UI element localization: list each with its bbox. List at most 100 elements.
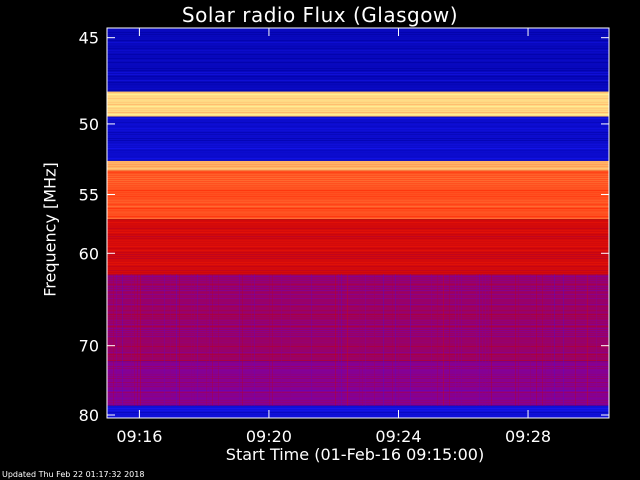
spectrum-streak [107,344,609,345]
plot-frame [106,27,610,419]
spectrum-noise-column [131,274,132,406]
spectrum-noise-column [140,274,141,406]
spectrum-streak [107,264,609,265]
spectrum-streak [107,96,609,97]
spectrum-streak [107,198,609,199]
updated-timestamp: Updated Thu Feb 22 01:17:32 2018 [2,470,145,479]
spectrum-streak [107,208,609,209]
spectrum-streak [107,128,609,129]
spectrum-streak [107,290,609,291]
spectrum-streak [107,78,609,79]
spectrum-streak [107,410,609,411]
spectrum-streak [107,358,609,359]
spectrum-streak [107,382,609,383]
spectrum-streak [107,160,609,161]
spectrum-streak [107,260,609,261]
spectrum-noise-column [545,274,546,406]
spectrum-streak [107,68,609,69]
spectrum-streak [107,112,609,113]
spectrum-streak [107,218,609,219]
spectrum-streak [107,232,609,233]
spectrum-streak [107,328,609,329]
spectrum-streak [107,258,609,259]
spectrum-streak [107,248,609,249]
spectrum-streak [107,202,609,203]
spectrum-noise-column [218,274,219,406]
spectrum-streak [107,200,609,201]
spectrum-streak [107,106,609,107]
spectrum-streak [107,124,609,125]
spectrum-streak [107,54,609,55]
spectrum-noise-column [239,274,240,406]
spectrum-streak [107,320,609,321]
spectrum-noise-column [563,274,564,406]
spectrum-noise-column [116,274,117,406]
spectrum-noise-column [536,274,537,406]
spectrum-streak [107,184,609,185]
spectrum-streak [107,66,609,67]
x-tick-label: 09:16 [116,427,162,446]
spectrum-streak [107,356,609,357]
spectrum-streak [107,330,609,331]
spectrum-streak [107,222,609,223]
spectrum-noise-column [254,274,255,406]
spectrum-noise-column [152,274,153,406]
y-tick-label: 50 [79,115,99,134]
spectrum-streak [107,332,609,333]
spectrum-streak [107,190,609,191]
spectrum-streak [107,414,609,415]
spectrum-streak [107,288,609,289]
spectrum-streak [107,250,609,251]
spectrum-streak [107,236,609,237]
spectrum-noise-column [137,274,138,406]
spectrum-streak [107,150,609,151]
spectrum-noise-column [179,274,180,406]
spectrum-streak [107,416,609,417]
spectrum-noise-column [431,274,432,406]
spectrum-streak [107,84,609,85]
spectrum-streak [107,336,609,337]
spectrum-streak [107,178,609,179]
spectrum-noise-column [122,274,123,406]
spectrum-streak [107,32,609,33]
spectrum-noise-column [374,274,375,406]
spectrum-noise-column [518,274,519,406]
spectrum-streak [107,262,609,263]
spectrum-streak [107,348,609,349]
spectrum-streak [107,98,609,99]
spectrum-streak [107,158,609,159]
spectrum-noise-column [113,274,114,406]
spectrum-streak [107,216,609,217]
spectrum-streak [107,116,609,117]
x-tick-label: 09:24 [375,427,421,446]
spectrum-noise-column [359,274,360,406]
spectrum-noise-column [251,274,252,406]
spectrum-noise-column [242,274,243,406]
spectrum-streak [107,146,609,147]
y-tick-label: 45 [79,29,99,48]
spectrum-streak [107,166,609,167]
spectrum-noise-column [410,274,411,406]
spectrum-noise-column [437,274,438,406]
spectrum-streak [107,304,609,305]
spectrum-streak [107,276,609,277]
spectrum-streak [107,182,609,183]
spectrum-streak [107,280,609,281]
spectrum-streak [107,354,609,355]
spectrum-noise-column [530,274,531,406]
spectrum-streak [107,390,609,391]
spectrum-noise-column [365,274,366,406]
spectrum-streak [107,362,609,363]
spectrum-streak [107,402,609,403]
spectrum-streak [107,60,609,61]
spectrum-streak [107,50,609,51]
spectrum-streak [107,384,609,385]
spectrum-streak [107,324,609,325]
spectrum-noise-column [335,274,336,406]
spectrum-noise-column [542,274,543,406]
spectrum-noise-column [485,274,486,406]
spectrum-streak [107,46,609,47]
spectrum-streak [107,340,609,341]
x-tick-label: 09:28 [505,427,551,446]
spectrum-noise-column [488,274,489,406]
